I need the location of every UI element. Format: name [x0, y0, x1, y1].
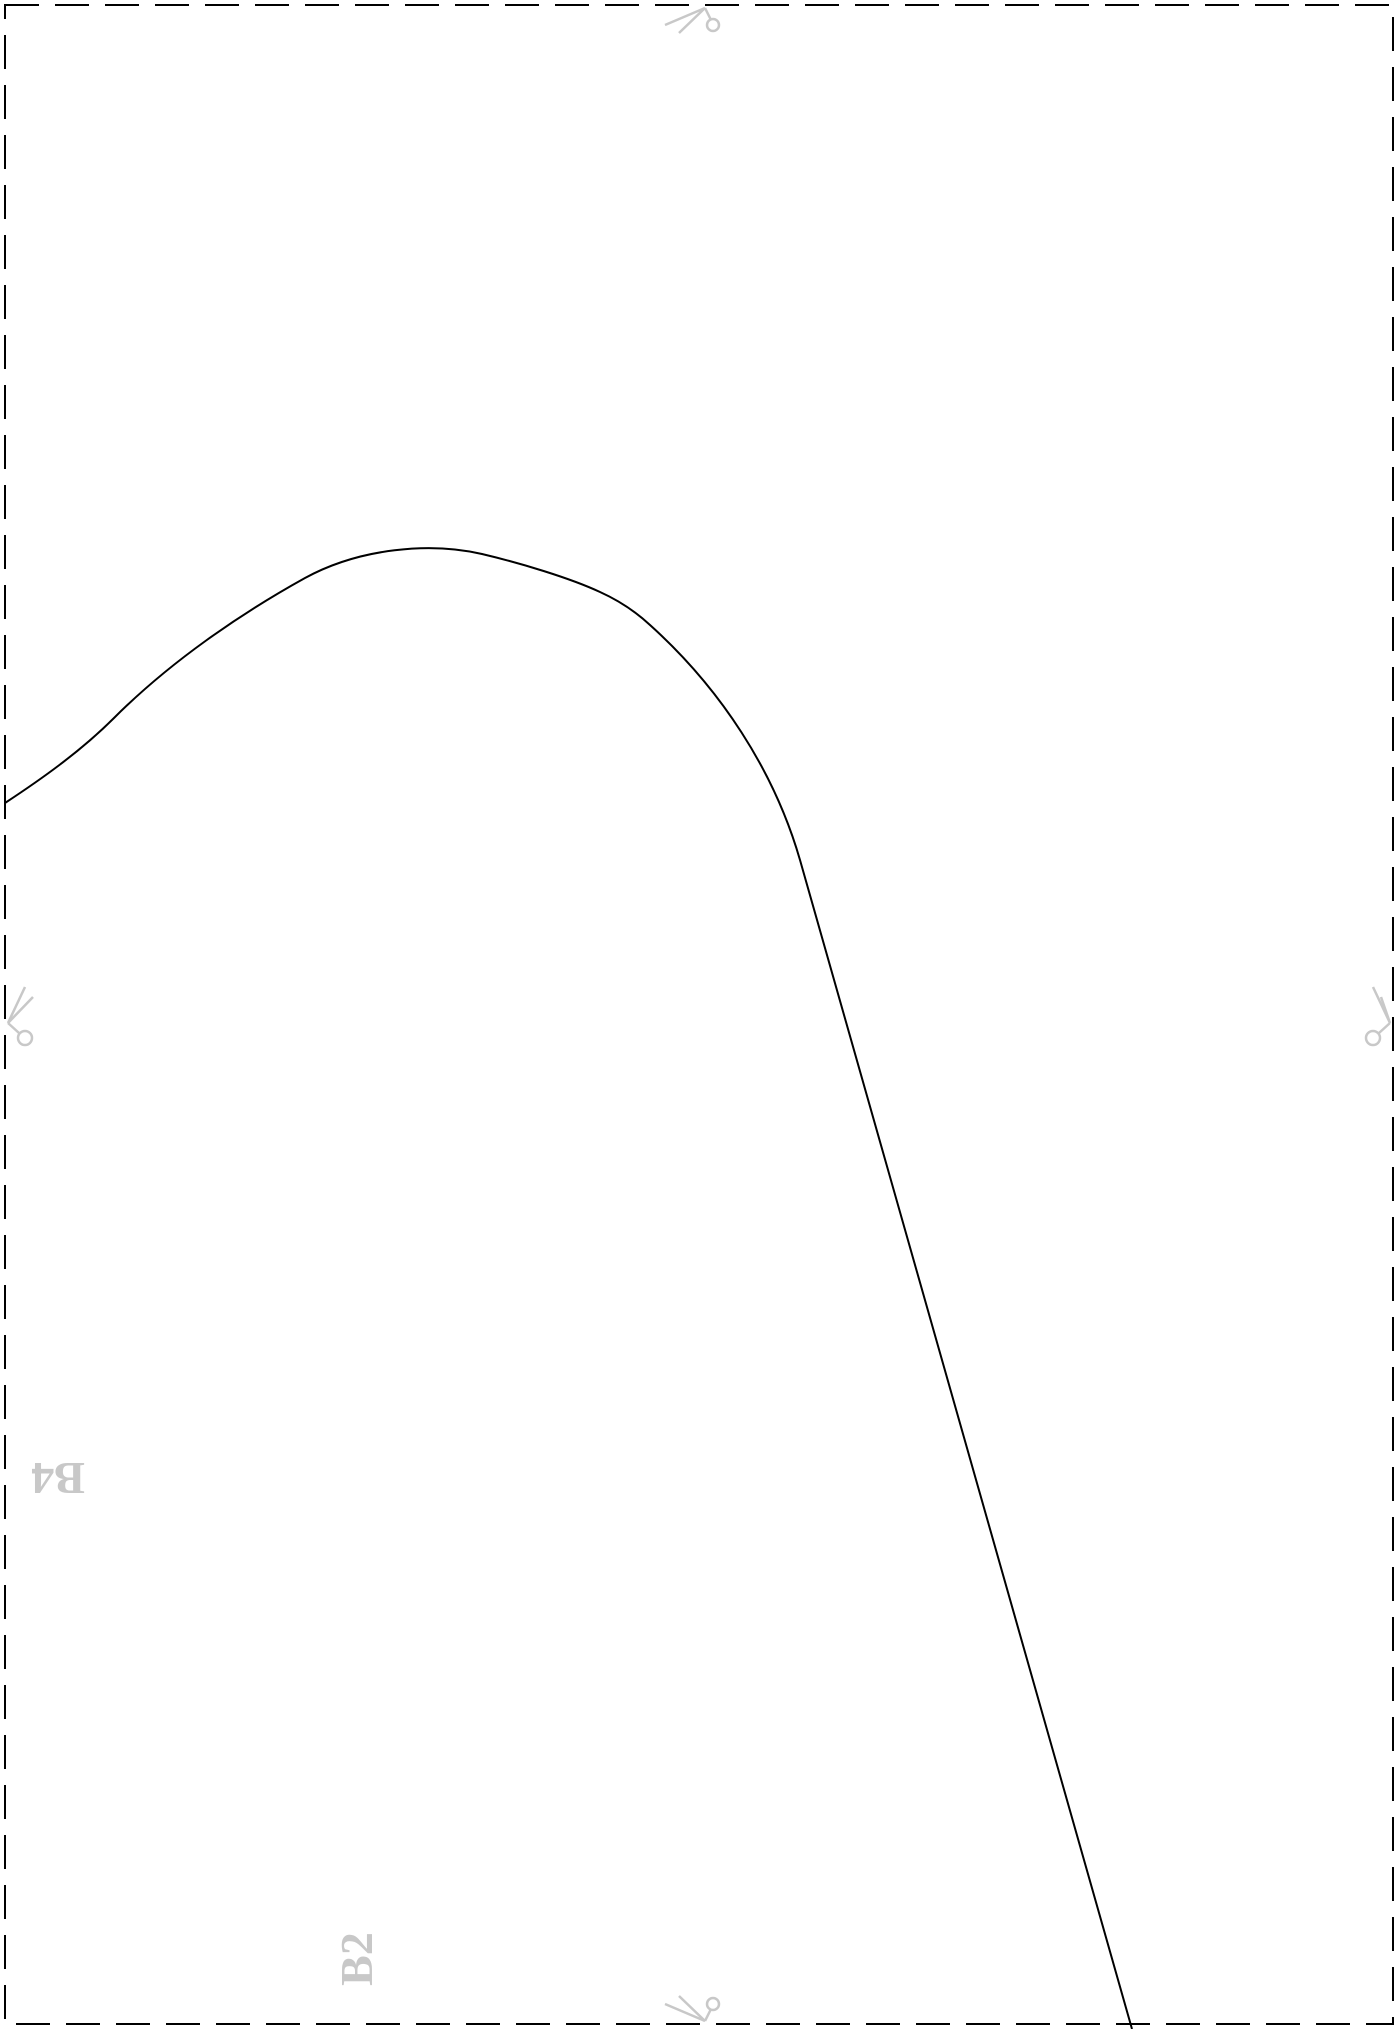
scissors-icon: [6, 986, 34, 1047]
neighbor-label-left: B4: [31, 1453, 85, 1504]
scissors-icon: [1364, 986, 1392, 1047]
dashed-cut-border: [4, 4, 1394, 2025]
neighbor-label-bottom: B2: [331, 1932, 382, 1986]
scissors-icon: [664, 1995, 721, 2023]
scissors-icon: [664, 6, 721, 34]
pattern-outline-curve: [4, 547, 1133, 2029]
